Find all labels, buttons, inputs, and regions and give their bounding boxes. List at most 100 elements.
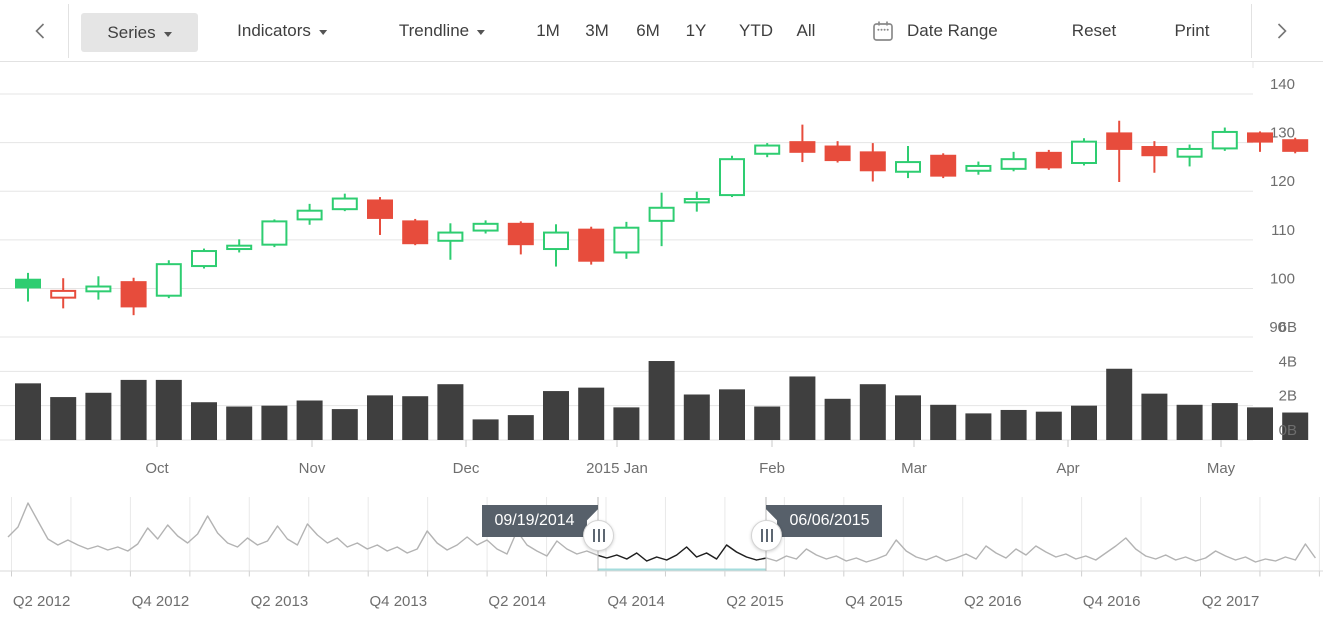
candle-body[interactable] (296, 209, 323, 221)
candle-body[interactable] (367, 199, 393, 219)
volume-bar[interactable] (191, 402, 217, 440)
date-range-button[interactable]: Date Range (872, 0, 998, 62)
period-button-1y[interactable]: 1Y (685, 21, 707, 40)
volume-bar[interactable] (543, 391, 569, 440)
candle-body[interactable] (155, 263, 182, 297)
candle-body[interactable] (331, 197, 358, 211)
volume-bar[interactable] (437, 384, 464, 440)
quarter-label: Q4 2016 (1083, 593, 1141, 610)
candle-body[interactable] (859, 151, 886, 172)
volume-bar[interactable] (85, 392, 112, 440)
volume-bar[interactable] (1071, 405, 1097, 440)
period-button-6m[interactable]: 6M (636, 21, 660, 40)
volume-bar[interactable] (789, 376, 816, 440)
volume-bar[interactable] (824, 398, 851, 440)
volume-axis-label: 2B (1279, 388, 1297, 405)
volume-bar[interactable] (1211, 403, 1238, 440)
candle-body[interactable] (402, 220, 429, 245)
volume-bar[interactable] (1247, 407, 1273, 440)
candle-body[interactable] (1000, 158, 1027, 170)
volume-bar[interactable] (367, 395, 393, 440)
volume-bar[interactable] (648, 361, 675, 440)
series-dropdown[interactable]: Series (81, 13, 198, 52)
volume-bar[interactable] (895, 395, 921, 440)
period-button-3m[interactable]: 3M (585, 21, 609, 40)
chevron-right-icon (1277, 23, 1287, 39)
volume-bar[interactable] (155, 379, 182, 440)
candle-body[interactable] (507, 222, 534, 246)
candle-body[interactable] (895, 161, 921, 173)
candle-body[interactable] (15, 278, 41, 289)
candle-body[interactable] (85, 285, 112, 293)
volume-bar[interactable] (1106, 368, 1133, 440)
scroll-right-button[interactable] (1262, 9, 1302, 53)
trendline-dropdown[interactable]: Trendline (399, 0, 486, 62)
chevron-left-icon (35, 23, 45, 39)
candle-body[interactable] (789, 141, 816, 153)
volume-bar[interactable] (1176, 404, 1203, 440)
candle-body[interactable] (50, 289, 77, 299)
candle-body[interactable] (1176, 147, 1203, 158)
candle-body[interactable] (824, 145, 851, 162)
volume-bar[interactable] (15, 383, 41, 440)
candle-body[interactable] (543, 231, 569, 251)
volume-bar[interactable] (930, 404, 957, 440)
volume-bar[interactable] (859, 384, 886, 440)
candle-body[interactable] (1282, 139, 1309, 152)
candle-body[interactable] (719, 158, 745, 197)
volume-bar[interactable] (331, 409, 358, 440)
volume-bar[interactable] (226, 406, 253, 440)
volume-bar[interactable] (719, 389, 745, 440)
candle-body[interactable] (1247, 132, 1273, 143)
period-button-ytd[interactable]: YTD (739, 21, 773, 40)
volume-bar[interactable] (754, 406, 781, 440)
scroll-left-button[interactable] (20, 9, 60, 53)
candle-body[interactable] (120, 281, 147, 308)
volume-bar[interactable] (507, 415, 534, 440)
range-right-handle[interactable] (751, 520, 782, 551)
month-label: Nov (299, 460, 326, 477)
volume-bar[interactable] (1282, 412, 1309, 440)
candle-body[interactable] (1141, 146, 1168, 157)
candle-body[interactable] (1211, 130, 1238, 150)
volume-bar[interactable] (578, 387, 605, 440)
candle-body[interactable] (930, 154, 957, 177)
period-button-all[interactable]: All (796, 21, 816, 40)
range-start-tooltip[interactable]: 09/19/2014 (482, 505, 598, 537)
volume-bar[interactable] (683, 394, 710, 440)
range-end-tooltip[interactable]: 06/06/2015 (766, 505, 882, 537)
volume-bar[interactable] (261, 405, 288, 440)
volume-bar[interactable] (402, 396, 429, 440)
volume-bar[interactable] (965, 413, 992, 440)
volume-bar[interactable] (296, 400, 323, 440)
range-left-handle[interactable] (583, 520, 614, 551)
volume-bar[interactable] (1000, 409, 1027, 440)
candle-body[interactable] (191, 250, 217, 268)
candle-body[interactable] (1106, 132, 1133, 150)
candle-body[interactable] (472, 222, 499, 232)
candle-body[interactable] (437, 231, 464, 242)
candle-body[interactable] (226, 244, 253, 251)
candle-body[interactable] (261, 220, 288, 246)
candle-body[interactable] (613, 226, 640, 254)
candle-body[interactable] (754, 144, 781, 155)
series-dropdown-label: Series (107, 22, 156, 42)
volume-bar[interactable] (120, 379, 147, 440)
volume-bar[interactable] (613, 407, 640, 440)
volume-bar[interactable] (1035, 411, 1062, 440)
candle-body[interactable] (683, 198, 710, 204)
print-button[interactable]: Print (1174, 21, 1210, 40)
indicators-dropdown[interactable]: Indicators (237, 0, 327, 62)
volume-bar[interactable] (50, 397, 77, 440)
candle-body[interactable] (578, 228, 605, 262)
candle-body[interactable] (965, 164, 992, 172)
volume-bar[interactable] (1141, 393, 1168, 440)
candle-body[interactable] (1071, 140, 1097, 164)
candle-body[interactable] (1035, 151, 1062, 169)
candle-body[interactable] (648, 206, 675, 222)
range-navigator[interactable]: Q2 2012 Q4 2012 Q2 2013 Q4 2013 Q2 2014 Q4 20… (0, 495, 1323, 618)
period-button-1m[interactable]: 1M (536, 21, 560, 40)
volume-bar[interactable] (472, 419, 499, 440)
reset-button[interactable]: Reset (1071, 21, 1117, 40)
